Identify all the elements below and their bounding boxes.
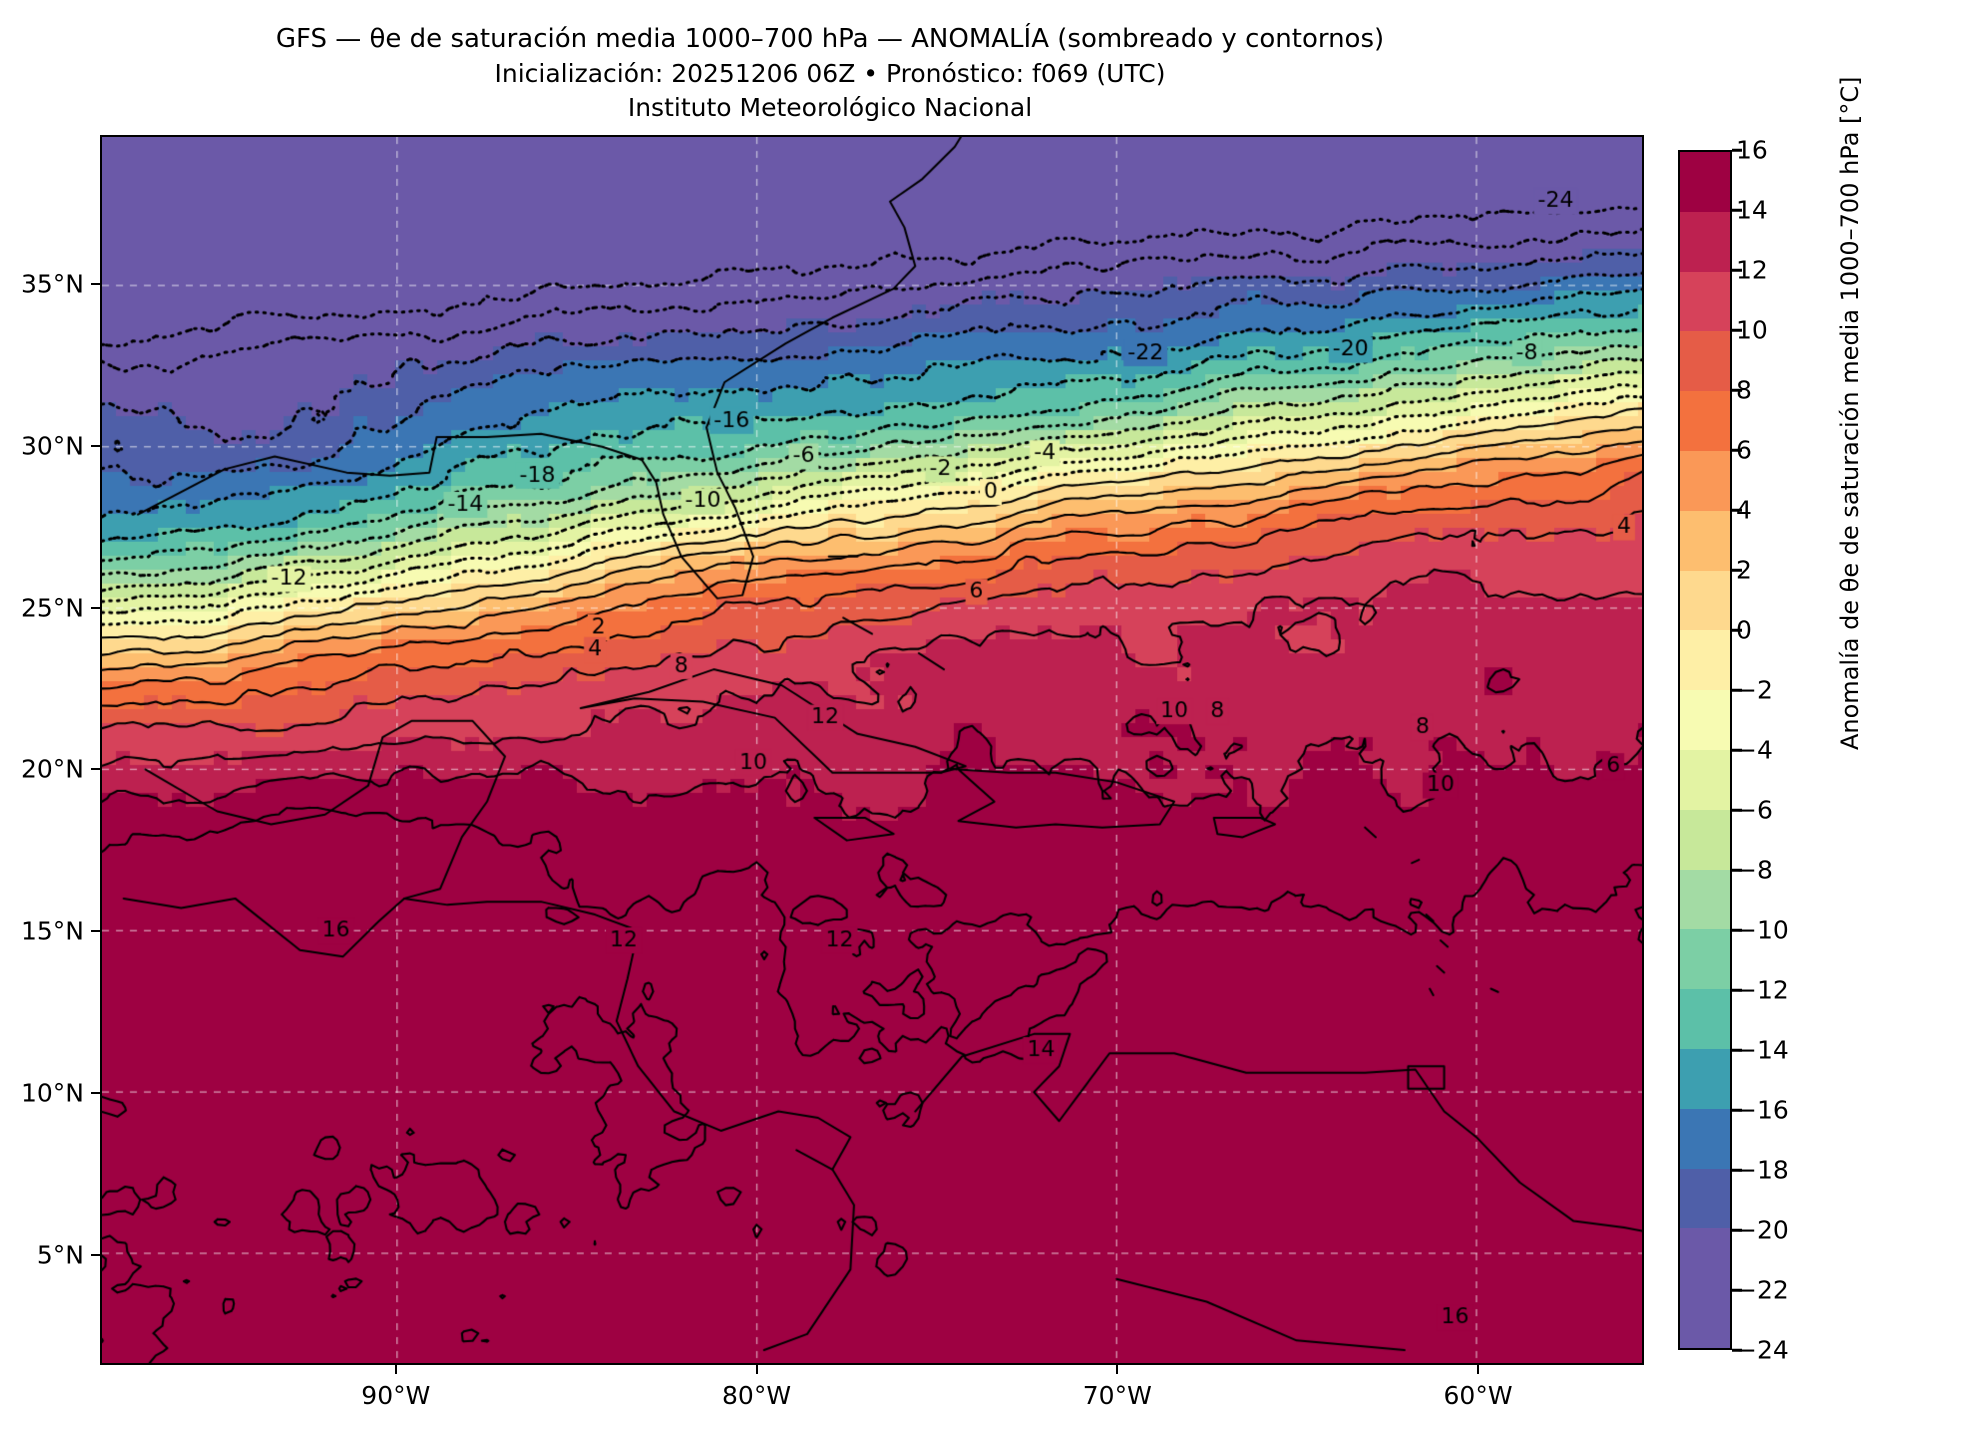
colorbar-tick-label: −22 [1736,1275,1789,1305]
colorbar-tick-mark [1732,1168,1742,1172]
colorbar-tick-label: 6 [1736,435,1752,465]
x-axis-tick-label: 80°W [722,1381,792,1410]
colorbar-band [1680,331,1730,392]
colorbar-band [1680,391,1730,451]
y-axis-tick-label: 25°N [20,593,84,623]
colorbar-tick-mark [1732,268,1742,272]
colorbar-tick-label: −2 [1736,675,1773,705]
colorbar-tick-label: −6 [1736,795,1773,825]
colorbar-tick-mark [1732,508,1742,512]
colorbar-tick-label: −12 [1736,975,1789,1005]
colorbar-tick-mark [1732,208,1742,212]
colorbar-tick-mark [1732,1108,1742,1112]
colorbar-band [1680,1048,1730,1109]
colorbar-band [1680,1288,1730,1348]
colorbar-band [1680,1228,1730,1289]
colorbar-tick-mark [1732,988,1742,992]
y-axis-tick-label: 5°N [36,1240,84,1270]
y-axis-tick-mark [91,930,100,933]
colorbar-tick-label: −8 [1736,855,1773,885]
colorbar-tick-mark [1732,1348,1742,1352]
colorbar-tick-mark [1732,628,1742,632]
colorbar-tick-label: 0 [1736,615,1752,645]
colorbar-tick-mark [1732,568,1742,572]
colorbar-label: Anomalía de θe de saturación media 1000–… [1836,76,1864,750]
colorbar-band [1680,510,1730,571]
x-axis-tick-label: 90°W [361,1381,431,1410]
y-axis-tick-label: 15°N [20,916,84,946]
colorbar-band [1680,1108,1730,1169]
y-axis-tick-label: 10°N [20,1078,84,1108]
colorbar-tick-label: 2 [1736,555,1752,585]
colorbar-tick-mark [1732,748,1742,752]
x-axis-tick-mark [1116,1365,1119,1374]
colorbar-tick-mark [1732,388,1742,392]
x-axis-tick-label: 70°W [1082,1381,1152,1410]
figure-subtitle-institute: Instituto Meteorológico Nacional [627,92,1033,122]
colorbar-tick-label: −24 [1736,1335,1789,1365]
colorbar-tick-mark [1732,868,1742,872]
colorbar-tick-label: 4 [1736,495,1752,525]
colorbar-band [1680,570,1730,631]
colorbar-tick-label: 8 [1736,375,1752,405]
colorbar-tick-label: −10 [1736,915,1789,945]
title-block: GFS — θe de saturación media 1000–700 hP… [0,22,1660,125]
colorbar-tick-mark [1732,148,1742,152]
colorbar-band [1680,152,1730,212]
colorbar-tick-mark [1732,928,1742,932]
x-axis-tick-mark [755,1365,758,1374]
colorbar-tick-mark [1732,328,1742,332]
colorbar-tick-mark [1732,1228,1742,1232]
colorbar-tick-mark [1732,448,1742,452]
colorbar-band [1680,929,1730,990]
map-axes[interactable] [100,135,1644,1365]
y-axis-tick-mark [91,282,100,285]
x-axis-tick-label: 60°W [1443,1381,1513,1410]
colorbar-tick-mark [1732,808,1742,812]
y-axis-tick-mark [91,1092,100,1095]
colorbar-band [1680,809,1730,870]
colorbar-band [1680,869,1730,930]
colorbar-tick-label: −14 [1736,1035,1789,1065]
figure-subtitle-init: Inicialización: 20251206 06Z • Pronóstic… [494,59,1166,89]
colorbar-band [1680,450,1730,511]
colorbar-tick-label: −18 [1736,1155,1789,1185]
colorbar-band [1680,749,1730,810]
x-axis-tick-mark [1477,1365,1480,1374]
y-axis-tick-label: 35°N [20,269,84,299]
anomaly-map-canvas[interactable] [102,137,1642,1363]
colorbar-tick-mark [1732,688,1742,692]
y-axis-tick-mark [91,1253,100,1256]
colorbar-tick-label: −4 [1736,735,1773,765]
figure-title: GFS — θe de saturación media 1000–700 hP… [275,24,1385,54]
colorbar-tick-mark [1732,1048,1742,1052]
y-axis-tick-label: 20°N [20,754,84,784]
y-axis-tick-mark [91,444,100,447]
y-axis-tick-mark [91,606,100,609]
colorbar-band [1680,211,1730,272]
colorbar[interactable] [1678,150,1732,1350]
colorbar-band [1680,1168,1730,1229]
y-axis-tick-mark [91,768,100,771]
colorbar-band [1680,690,1730,750]
colorbar-tick-label: −16 [1736,1095,1789,1125]
colorbar-tick-mark [1732,1288,1742,1292]
colorbar-tick-label: −20 [1736,1215,1789,1245]
y-axis-tick-label: 30°N [20,431,84,461]
colorbar-band [1680,271,1730,332]
colorbar-band [1680,989,1730,1049]
x-axis-tick-mark [394,1365,397,1374]
colorbar-band [1680,630,1730,691]
